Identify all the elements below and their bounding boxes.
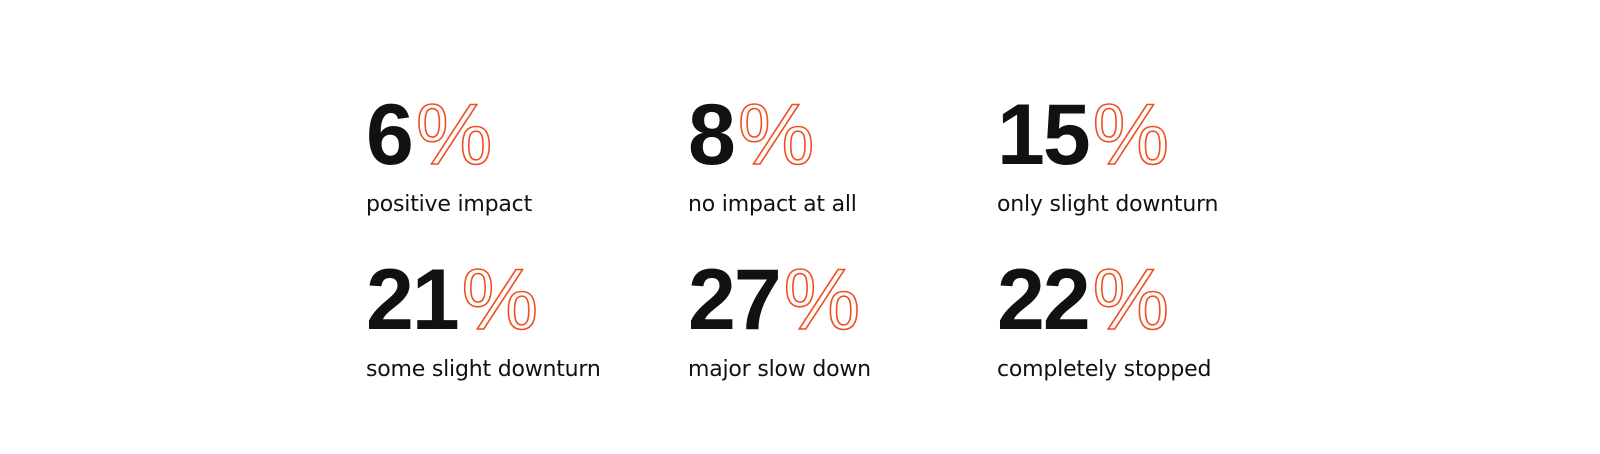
stat-number: 22 (997, 252, 1091, 348)
stat-number: 27 (688, 252, 782, 348)
stat-figure: 21% (366, 256, 666, 344)
stat-label: positive impact (366, 192, 532, 217)
stat-number: 6 (366, 87, 414, 183)
stat-unit: % (1092, 87, 1170, 183)
stat-unit: % (415, 87, 493, 183)
stat-label: completely stopped (997, 357, 1212, 382)
stat-item: 8% no impact at all (688, 91, 988, 217)
stat-label: some slight downturn (366, 357, 601, 382)
stat-figure: 27% (688, 256, 988, 344)
stat-figure: 22% (997, 256, 1297, 344)
stat-item: 22% completely stopped (997, 256, 1297, 382)
stat-number: 21 (366, 252, 460, 348)
stat-item: 21% some slight downturn (366, 256, 666, 382)
stat-number: 15 (997, 87, 1091, 183)
stat-item: 27% major slow down (688, 256, 988, 382)
stat-figure: 15% (997, 91, 1297, 179)
stat-item: 15% only slight downturn (997, 91, 1297, 217)
stat-unit: % (737, 87, 815, 183)
stat-unit: % (783, 252, 861, 348)
stat-label: only slight downturn (997, 192, 1219, 217)
stat-figure: 6% (366, 91, 666, 179)
stat-unit: % (1092, 252, 1170, 348)
stat-label: major slow down (688, 357, 871, 382)
stat-label: no impact at all (688, 192, 857, 217)
stat-figure: 8% (688, 91, 988, 179)
stat-unit: % (461, 252, 539, 348)
stat-number: 8 (688, 87, 736, 183)
stat-item: 6% positive impact (366, 91, 666, 217)
